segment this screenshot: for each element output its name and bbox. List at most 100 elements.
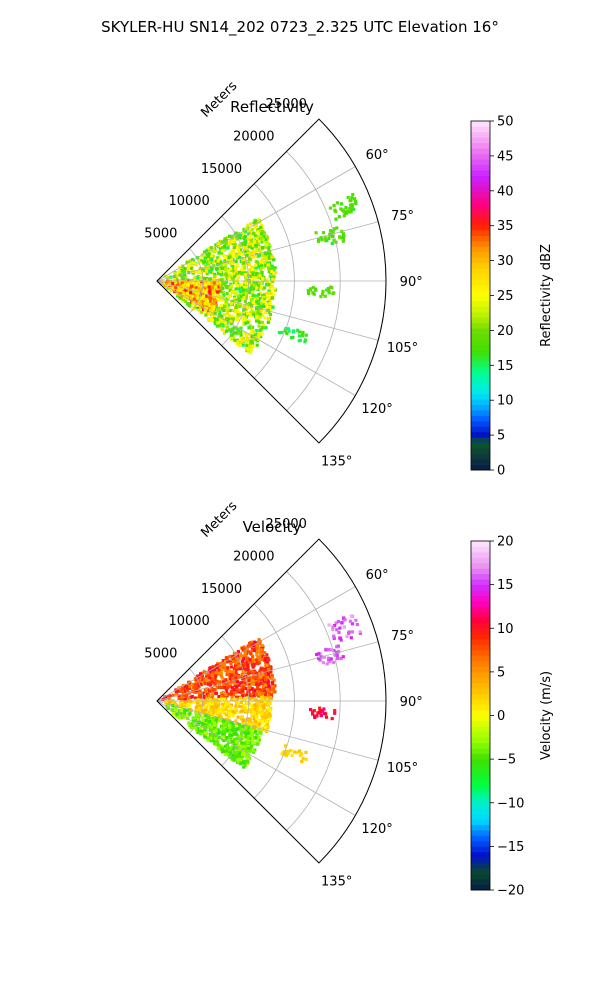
echo-cell (247, 650, 251, 654)
echo-cell (203, 280, 207, 284)
echo-cell (248, 641, 252, 646)
echo-cell (266, 668, 270, 672)
echo-cell (204, 708, 208, 712)
echo-cell (250, 730, 254, 734)
echo-cell (228, 755, 232, 759)
echo-cell (301, 332, 305, 336)
echo-cell (265, 278, 269, 282)
echo-cell (201, 718, 205, 722)
echo-cell (204, 283, 208, 287)
echo-cell (257, 254, 261, 258)
echo-cell (210, 722, 214, 726)
echo-cell (257, 324, 261, 328)
echo-cell (326, 656, 331, 660)
echo-cells (157, 192, 358, 355)
echo-cell (335, 645, 339, 649)
echo-cell (245, 759, 249, 764)
echo-cell (259, 648, 263, 652)
echo-cell (251, 250, 256, 255)
echo-cell (250, 237, 254, 241)
echo-cell (229, 242, 233, 246)
echo-cell (211, 307, 216, 311)
echo-cell (229, 261, 233, 265)
echo-cell (247, 672, 251, 676)
echo-cell (263, 669, 267, 673)
echo-cell (250, 232, 254, 236)
echo-cell (244, 287, 248, 291)
echo-cell (348, 619, 352, 623)
echo-cell (264, 690, 268, 694)
echo-cell (327, 291, 331, 295)
echo-cell (254, 302, 258, 306)
echo-cell (214, 243, 218, 247)
echo-cell (231, 261, 235, 265)
echo-cell (225, 303, 229, 307)
colorbar-segment (471, 197, 490, 204)
colorbar-segment (471, 551, 490, 558)
echo-cell (262, 302, 266, 307)
echo-cell (213, 737, 218, 741)
echo-cell (250, 342, 254, 346)
echo-cell (265, 720, 269, 724)
echo-cell (264, 263, 268, 267)
echo-cell (185, 290, 189, 294)
echo-cell (223, 259, 227, 263)
echo-cell (210, 285, 215, 289)
echo-cell (175, 282, 180, 286)
echo-cell (329, 657, 333, 661)
echo-cell (207, 673, 211, 677)
echo-cell (268, 302, 272, 306)
echo-cell (260, 230, 264, 234)
colorbar-segment (471, 355, 490, 362)
echo-cell (206, 254, 210, 258)
echo-cell (267, 658, 271, 662)
echo-cell (272, 287, 276, 291)
echo-cell (267, 707, 271, 711)
echo-cell (228, 707, 232, 711)
echo-cell (249, 312, 253, 316)
echo-cell (247, 683, 251, 687)
echo-cell (250, 720, 254, 724)
echo-cell (268, 665, 272, 669)
colorbar-segment (471, 333, 490, 340)
echo-cell (269, 253, 273, 257)
echo-cell (210, 680, 214, 684)
echo-cell (242, 227, 246, 231)
echo-cell (179, 709, 183, 713)
echo-cell (205, 287, 209, 291)
echo-cell (303, 340, 307, 344)
echo-cell (242, 765, 246, 769)
echo-cell (213, 299, 217, 303)
echo-cell (257, 331, 261, 335)
echo-cell (225, 275, 229, 279)
echo-cell (207, 277, 211, 281)
echo-cell (263, 252, 267, 256)
echo-cell (272, 689, 276, 693)
echo-cell (239, 737, 243, 741)
echo-cell (215, 324, 219, 328)
colorbar-segment (471, 546, 490, 553)
colorbar-segment (471, 437, 490, 444)
echo-cell (211, 665, 215, 670)
angle-tick-label: 75° (391, 629, 414, 644)
echo-cell (304, 757, 308, 761)
azimuth-gridline (156, 586, 356, 702)
echo-cell (271, 305, 275, 309)
echo-cell (220, 685, 224, 690)
echo-cell (215, 705, 219, 709)
echo-cell (193, 269, 197, 274)
echo-cell (256, 234, 261, 238)
colorbar-tick-label: 15 (497, 359, 514, 374)
echo-cell (179, 707, 183, 711)
echo-cell (245, 717, 249, 721)
echo-cell (243, 266, 247, 270)
echo-cell (212, 281, 216, 285)
range-tick-label: 15000 (201, 582, 242, 597)
echo-cell (250, 290, 254, 294)
echo-cell (330, 241, 334, 245)
colorbar-segment (471, 420, 490, 427)
echo-cell (226, 246, 230, 250)
echo-cell (246, 666, 250, 670)
echo-cell (260, 273, 264, 277)
colorbar-tick-label: −20 (497, 884, 524, 899)
